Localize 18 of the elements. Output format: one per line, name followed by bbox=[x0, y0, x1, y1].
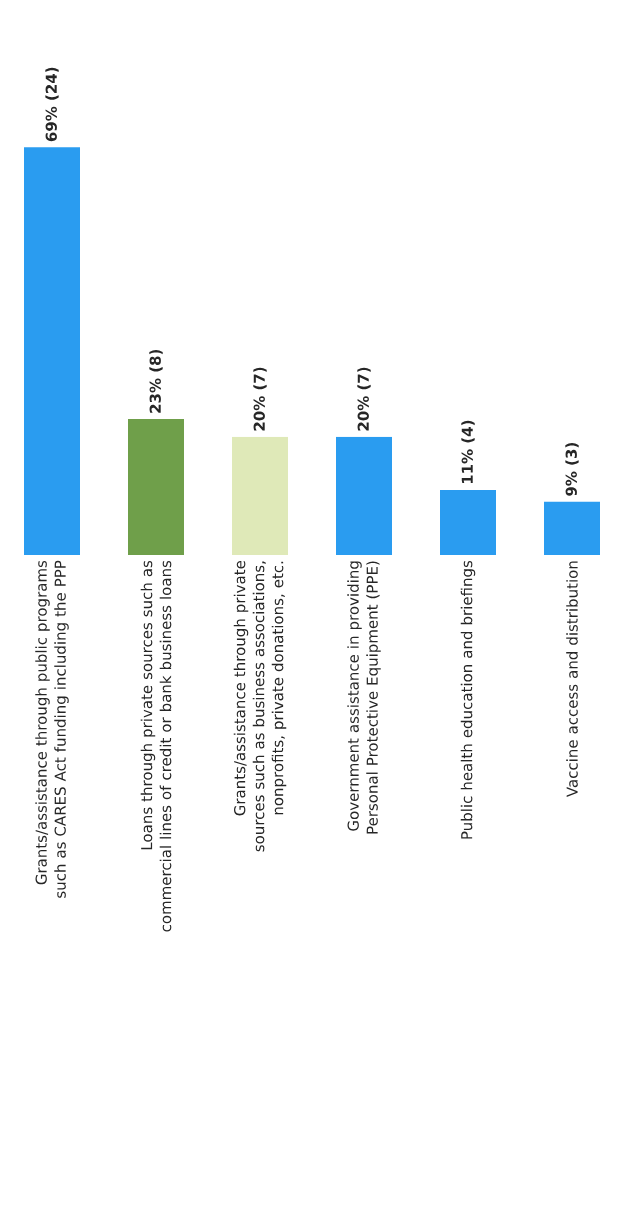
bar bbox=[544, 501, 600, 555]
bar bbox=[128, 419, 184, 555]
x-tick-label: Grants/assistance through private sources such as business associations, nonprofits, private donations, etc. bbox=[233, 560, 287, 852]
bar bbox=[440, 490, 496, 555]
data-label: 23% (8) bbox=[149, 349, 163, 413]
data-label: 20% (7) bbox=[253, 367, 267, 431]
bar bbox=[336, 436, 392, 555]
data-label: 11% (4) bbox=[461, 420, 475, 484]
data-label: 9% (3) bbox=[565, 443, 579, 496]
x-tick-label: Grants/assistance through public programs such as CARES Act funding including the PPP bbox=[35, 560, 69, 898]
data-label: 20% (7) bbox=[357, 367, 371, 431]
x-tick-label: Government assistance in providing Personal Protective Equipment (PPE) bbox=[347, 561, 381, 834]
bar bbox=[24, 147, 80, 555]
x-tick-label: Vaccine access and distribution bbox=[566, 561, 578, 798]
x-tick-label: Loans through private sources such as commercial lines of credit or bank business loans bbox=[140, 560, 172, 932]
data-label: 69% (24) bbox=[45, 67, 59, 142]
bar bbox=[232, 436, 288, 555]
x-tick-label: Public health education and briefings bbox=[460, 560, 476, 839]
